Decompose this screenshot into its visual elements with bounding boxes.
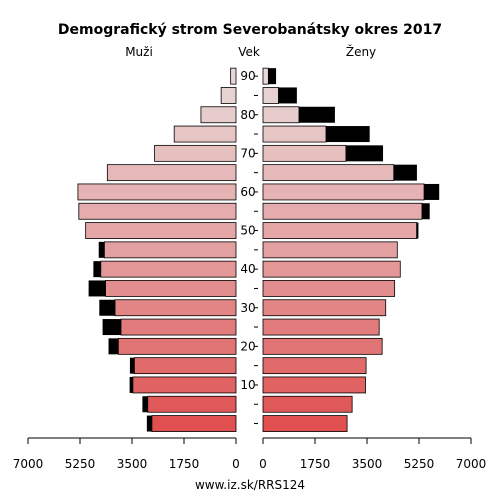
male-bar-65-69 xyxy=(106,164,237,182)
male-label: Muži xyxy=(125,45,153,59)
axes-group: 10 20 30 40 50 60 70 80 90 7000 5250 3500 1750 0 0 1750… xyxy=(13,69,487,471)
male-bar-70-74 xyxy=(154,144,237,162)
age-tick-label: 80 xyxy=(240,108,255,122)
age-tick-label: 30 xyxy=(240,301,255,315)
male-bar-0-4 xyxy=(151,415,237,432)
female-bar-10-14 xyxy=(262,376,366,394)
male-bar-80-84 xyxy=(200,106,237,124)
female-excess-bar-90+ xyxy=(268,68,277,85)
age-tick-label: 50 xyxy=(240,224,255,238)
female-bar-20-24 xyxy=(262,337,383,355)
female-excess-bar-75-79 xyxy=(325,126,370,143)
male-x-tick-label: 1750 xyxy=(169,457,200,471)
male-excess-bar-40-44 xyxy=(93,261,101,278)
female-x-tick-label: 5250 xyxy=(404,457,435,471)
female-bar-40-44 xyxy=(262,260,401,278)
female-bar-30-34 xyxy=(262,299,387,317)
female-x-tick-label: 1750 xyxy=(300,457,331,471)
male-bar-20-24 xyxy=(117,337,237,355)
male-bar-85-89 xyxy=(220,87,237,104)
female-excess-bar-60-64 xyxy=(424,183,440,200)
female-excess-bar-80-84 xyxy=(298,106,335,123)
male-x-tick-label: 0 xyxy=(232,457,240,471)
female-x-tick-label: 3500 xyxy=(352,457,383,471)
age-tick-label: 90 xyxy=(240,69,255,83)
female-x-tick-label: 0 xyxy=(259,457,267,471)
female-excess-bar-70-74 xyxy=(345,145,384,162)
male-bar-25-29 xyxy=(120,318,237,336)
female-bar-25-29 xyxy=(262,318,380,336)
female-excess-bar-50-54 xyxy=(416,222,419,239)
male-bar-5-9 xyxy=(147,395,237,413)
age-label: Vek xyxy=(238,45,260,59)
male-x-tick-label: 3500 xyxy=(117,457,148,471)
male-excess-bar-10-14 xyxy=(129,376,133,393)
male-bar-90+ xyxy=(230,67,237,85)
male-bar-10-14 xyxy=(132,376,237,394)
age-tick-label: 60 xyxy=(240,185,255,199)
female-bar-65-69 xyxy=(262,164,395,182)
male-bar-35-39 xyxy=(105,280,237,297)
male-x-tick-label: 7000 xyxy=(13,457,44,471)
male-bar-75-79 xyxy=(173,125,237,143)
male-excess-bar-25-29 xyxy=(102,319,122,336)
female-bar-35-39 xyxy=(262,280,396,297)
male-excess-bar-30-34 xyxy=(99,299,116,316)
female-bar-90+ xyxy=(262,67,269,85)
female-excess-bar-55-59 xyxy=(421,203,430,220)
female-bar-85-89 xyxy=(262,87,279,104)
female-bar-45-49 xyxy=(262,241,398,259)
female-x-tick-label: 7000 xyxy=(456,457,487,471)
male-bar-50-54 xyxy=(85,222,237,239)
age-tick-label: 20 xyxy=(240,339,255,353)
male-bar-40-44 xyxy=(100,260,237,278)
female-bar-70-74 xyxy=(262,144,347,162)
female-bar-55-59 xyxy=(262,202,423,220)
female-excess-bar-65-69 xyxy=(393,164,417,181)
male-excess-bar-5-9 xyxy=(142,396,148,413)
male-excess-bar-0-4 xyxy=(146,415,152,432)
source-label: www.iz.sk/RRS124 xyxy=(195,478,305,492)
female-bar-80-84 xyxy=(262,106,300,124)
female-excess-bar-85-89 xyxy=(278,87,297,104)
male-excess-bar-35-39 xyxy=(88,280,106,297)
female-bar-50-54 xyxy=(262,222,418,239)
female-bar-15-19 xyxy=(262,357,367,375)
female-bar-5-9 xyxy=(262,395,353,413)
female-bar-0-4 xyxy=(262,415,348,432)
male-bar-55-59 xyxy=(78,202,237,220)
bars-group xyxy=(77,67,440,432)
female-bar-60-64 xyxy=(262,183,425,201)
male-excess-bar-15-19 xyxy=(129,357,135,374)
age-tick-label: 10 xyxy=(240,378,255,392)
male-x-tick-label: 5250 xyxy=(65,457,96,471)
male-bar-15-19 xyxy=(133,357,237,375)
male-bar-60-64 xyxy=(77,183,237,201)
female-bar-75-79 xyxy=(262,125,327,143)
male-bar-45-49 xyxy=(103,241,237,259)
male-bar-30-34 xyxy=(114,299,237,317)
female-label: Ženy xyxy=(346,44,376,59)
male-excess-bar-20-24 xyxy=(108,338,119,355)
age-tick-label: 40 xyxy=(240,262,255,276)
age-tick-label: 70 xyxy=(240,146,255,160)
male-excess-bar-45-49 xyxy=(98,241,105,258)
chart-title: Demografický strom Severobanátsky okres … xyxy=(58,22,442,38)
